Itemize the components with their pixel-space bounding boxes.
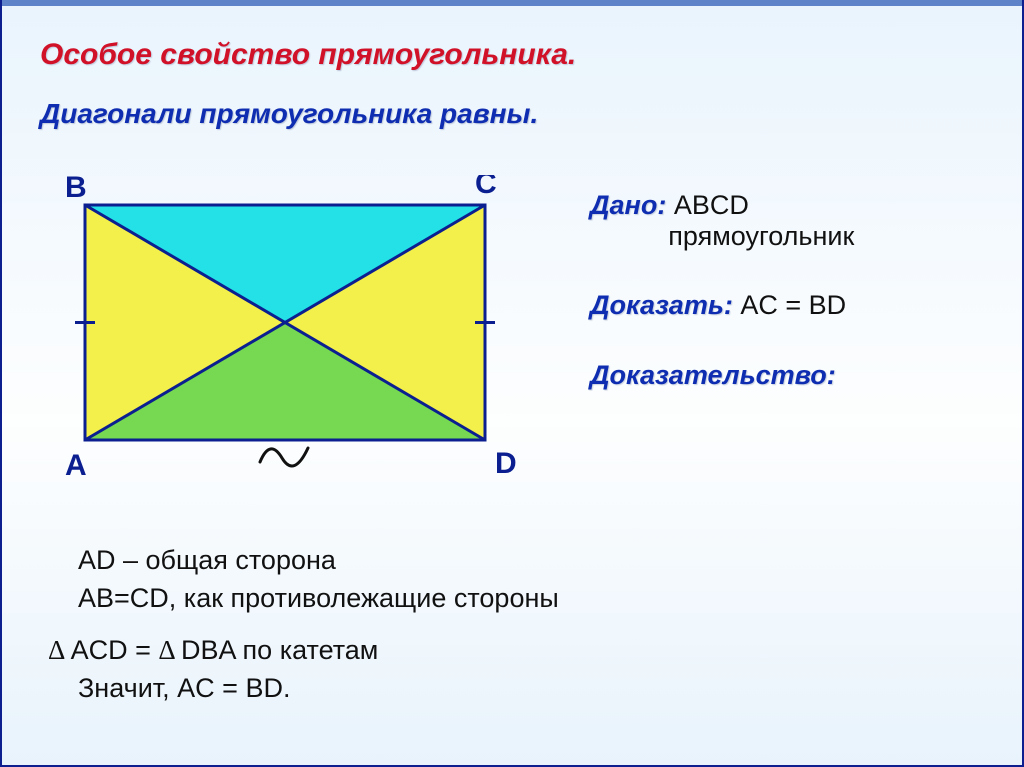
delta-icon: Δ bbox=[48, 635, 71, 665]
svg-text:C: C bbox=[475, 175, 497, 200]
proof-line-3b: DBA по катетам bbox=[181, 635, 378, 665]
proof-label: Доказательство: bbox=[590, 360, 836, 390]
proof-line-2: AB=CD, как противолежащие стороны bbox=[78, 583, 559, 614]
given-block: Дано: ABCD Дано: прямоугольник bbox=[590, 190, 854, 252]
prove-block: Доказать: AC = BD bbox=[590, 290, 846, 321]
proof-line-3a: ACD = bbox=[71, 635, 159, 665]
svg-text:B: B bbox=[65, 175, 87, 204]
proof-line-1: AD – общая сторона bbox=[78, 545, 336, 576]
prove-label: Доказать: bbox=[590, 290, 733, 320]
given-label: Дано: bbox=[590, 190, 666, 220]
slide-content: Особое свойство прямоугольника. Диагонал… bbox=[0, 0, 1024, 767]
rectangle-svg: A B C D bbox=[55, 175, 525, 495]
proof-line-3: Δ ACD = Δ DBA по катетам bbox=[48, 635, 378, 666]
title-main: Особое свойство прямоугольника. bbox=[40, 38, 576, 72]
prove-text: AC = BD bbox=[740, 290, 846, 320]
proof-line-4: Значит, AC = BD. bbox=[78, 673, 290, 704]
given-text1: ABCD bbox=[674, 190, 749, 220]
svg-text:A: A bbox=[65, 449, 87, 482]
title-sub: Диагонали прямоугольника равны. bbox=[40, 98, 538, 130]
given-text2: прямоугольник bbox=[668, 221, 854, 251]
rectangle-figure: A B C D bbox=[55, 175, 525, 495]
delta-icon: Δ bbox=[158, 635, 181, 665]
proof-label-block: Доказательство: bbox=[590, 360, 836, 391]
svg-text:D: D bbox=[495, 447, 517, 480]
